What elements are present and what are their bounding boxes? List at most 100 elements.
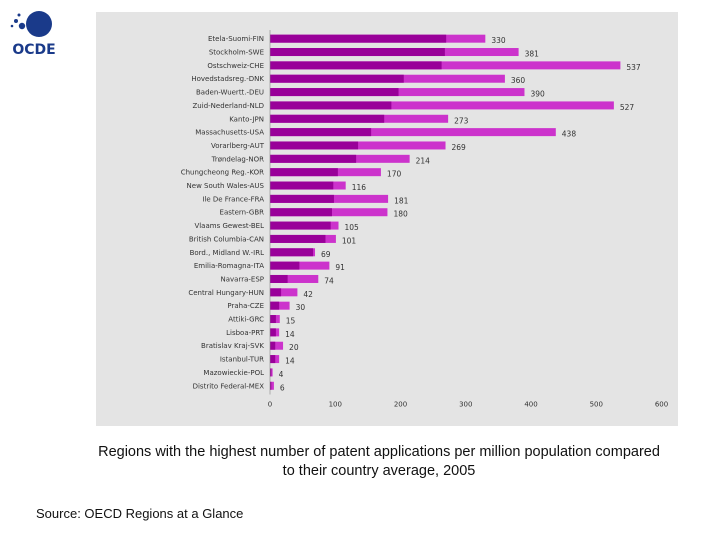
bar-country-average [270, 141, 359, 150]
data-label: 6 [280, 383, 285, 392]
data-label: 214 [416, 156, 431, 165]
category-label: Trøndelag-NOR [211, 155, 265, 163]
bar-country-average [270, 194, 334, 203]
category-label: Distrito Federal-MEX [193, 382, 265, 390]
category-label: Baden-Wuertt.-DEU [196, 89, 264, 97]
bar-country-average [270, 381, 272, 390]
category-label: Istanbul-TUR [220, 356, 264, 364]
source-note: Source: OECD Regions at a Glance [36, 506, 244, 521]
data-label: 30 [296, 303, 306, 312]
bar-regional-value [270, 61, 621, 70]
data-label: 527 [620, 103, 635, 112]
data-label: 69 [321, 250, 331, 259]
bar-country-average [270, 88, 399, 97]
category-label: Central Hungary-HUN [188, 289, 264, 297]
bar-regional-value [270, 101, 614, 110]
data-label: 116 [352, 183, 367, 192]
bar-country-average [270, 154, 357, 163]
bar-country-average [270, 61, 442, 70]
category-label: Eastern-GBR [220, 209, 265, 217]
data-label: 14 [285, 330, 295, 339]
category-label: Zuid-Nederland-NLD [193, 102, 264, 110]
bar-regional-value [270, 274, 319, 283]
oecd-logo: OCDE [8, 8, 60, 58]
bar-regional-value [270, 301, 290, 310]
category-label: Bratislav Kraj-SVK [201, 342, 264, 350]
x-tick-label: 200 [394, 400, 407, 408]
bar-country-average [270, 101, 392, 110]
category-label: Ostschweiz-CHE [207, 62, 264, 70]
chart-caption: Regions with the highest number of paten… [98, 444, 660, 479]
category-label: Vlaams Gewest-BEL [194, 222, 264, 230]
bar-country-average [270, 261, 300, 270]
x-tick-label: 400 [524, 400, 537, 408]
category-label: Ile De France-FRA [202, 195, 264, 203]
bar-regional-value [270, 261, 330, 270]
data-label: 181 [394, 196, 409, 205]
x-tick-label: 300 [459, 400, 472, 408]
data-label: 105 [345, 223, 360, 232]
category-label: Emilia-Romagna-ITA [194, 262, 264, 270]
category-label: Kanto-JPN [229, 115, 264, 123]
category-label: Mazowieckie-POL [203, 369, 264, 377]
data-label: 14 [285, 357, 295, 366]
category-label: Lisboa-PRT [226, 329, 265, 337]
bar-country-average [270, 355, 276, 364]
bar-country-average [270, 248, 314, 257]
patent-chart: Etela-Suomi-FIN 330 Stockholm-SWE 381 Ostsch… [181, 30, 668, 408]
data-label: 537 [626, 63, 641, 72]
bar-country-average [270, 74, 404, 83]
bar-country-average [270, 341, 276, 350]
category-label: Attiki-GRC [228, 316, 264, 324]
bar-country-average [270, 34, 447, 43]
bar-country-average [270, 208, 332, 217]
category-label: Stockholm-SWE [209, 49, 264, 57]
category-label: Chungcheong Reg.-KOR [181, 169, 264, 177]
category-label: Praha-CZE [227, 302, 264, 310]
bar-regional-value [270, 341, 284, 350]
bar-country-average [270, 128, 372, 137]
data-label: 180 [393, 210, 408, 219]
category-label: British Columbia-CAN [189, 235, 264, 243]
bar-country-average [270, 274, 288, 283]
data-label: 390 [530, 90, 545, 99]
bar-country-average [270, 168, 338, 177]
bar-country-average [270, 234, 326, 243]
x-tick-label: 0 [268, 400, 272, 408]
bar-country-average [270, 368, 272, 377]
x-tick-label: 600 [655, 400, 668, 408]
bar-country-average [270, 114, 385, 123]
data-label: 330 [491, 36, 506, 45]
bar-country-average [270, 301, 280, 310]
data-label: 74 [324, 276, 334, 285]
chart-panel: Etela-Suomi-FIN 330 Stockholm-SWE 381 Ostsch… [96, 12, 678, 426]
category-label: Massachusetts-USA [195, 129, 264, 137]
category-label: New South Wales-AUS [187, 182, 265, 190]
bar-country-average [270, 328, 276, 337]
bar-regional-value [270, 128, 556, 137]
data-label: 269 [452, 143, 467, 152]
category-label: Vorarlberg-AUT [211, 142, 265, 150]
data-label: 15 [286, 317, 296, 326]
x-tick-label: 100 [329, 400, 342, 408]
data-label: 4 [279, 370, 284, 379]
data-label: 42 [303, 290, 313, 299]
category-label: Bord., Midland W.-IRL [190, 249, 265, 257]
logo-text: OCDE [12, 42, 55, 58]
bar-country-average [270, 48, 445, 57]
data-label: 101 [342, 236, 357, 245]
bar-country-average [270, 221, 331, 230]
category-label: Navarra-ESP [221, 275, 265, 283]
data-label: 360 [511, 76, 526, 85]
category-label: Hovedstadsreg.-DNK [191, 75, 264, 83]
data-label: 20 [289, 343, 299, 352]
data-label: 438 [562, 130, 577, 139]
data-label: 273 [454, 116, 469, 125]
bar-regional-value [270, 288, 298, 297]
data-label: 170 [387, 170, 402, 179]
bar-country-average [270, 181, 334, 190]
bar-country-average [270, 288, 282, 297]
category-label: Etela-Suomi-FIN [208, 35, 264, 43]
data-label: 91 [335, 263, 345, 272]
data-label: 381 [525, 50, 540, 59]
